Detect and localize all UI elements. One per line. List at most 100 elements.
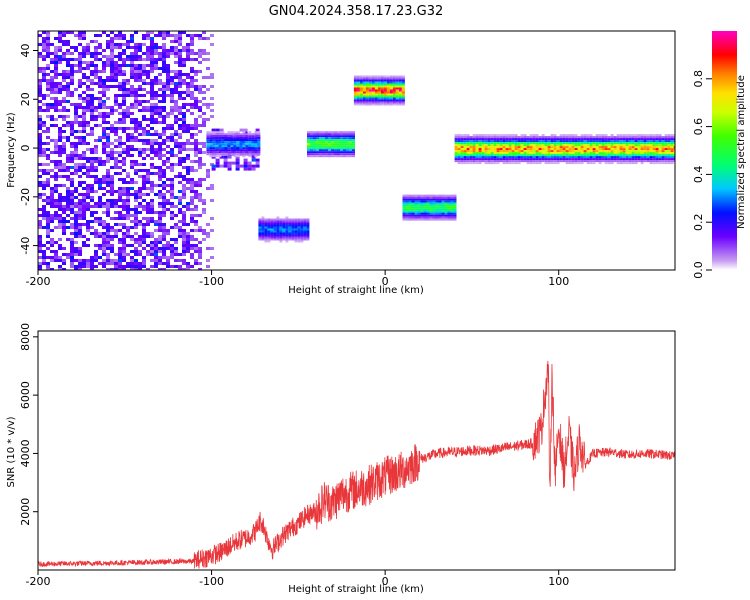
heatmap-cell [50,76,54,79]
heatmap-cell [664,160,668,163]
heatmap-cell [186,49,190,52]
heatmap-cell [568,160,572,163]
heatmap-cell [233,133,237,136]
heatmap-cell [257,151,261,154]
heatmap-cell [42,250,46,253]
heatmap-cell [170,106,174,109]
heatmap-cell [194,259,198,262]
heatmap-cell [580,154,584,157]
heatmap-cell [58,217,62,220]
heatmap-cell [565,134,569,137]
heatmap-cell [502,162,506,165]
heatmap-cell [178,199,182,202]
heatmap-cell [429,216,433,219]
heatmap-cell [221,137,225,140]
heatmap-cell [481,144,485,147]
heatmap-cell [247,167,252,171]
heatmap-cell [170,190,174,193]
heatmap-cell [102,148,106,151]
heatmap-cell [380,91,384,94]
heatmap-cell [251,135,255,138]
heatmap-cell [380,89,384,92]
heatmap-cell [110,226,114,229]
heatmap-cell [122,73,126,76]
heatmap-cell [114,232,118,235]
heatmap-cell [154,76,158,79]
heatmap-cell [118,88,122,91]
heatmap-cell [78,97,82,100]
heatmap-cell [356,93,360,96]
heatmap-cell [453,218,457,221]
heatmap-cell [206,259,210,262]
heatmap-cell [178,172,182,175]
heatmap-cell [475,152,479,155]
heatmap-cell [398,91,402,94]
heatmap-cell [526,144,530,147]
heatmap-cell [553,138,557,141]
heatmap-cell [273,234,277,237]
heatmap-cell [526,140,530,143]
heatmap-cell [499,152,503,155]
heatmap-cell [604,154,608,157]
heatmap-cell [78,250,82,253]
heatmap-cell [122,238,126,241]
heatmap-cell [475,154,479,157]
heatmap-cell [291,238,295,241]
heatmap-cell [435,212,439,215]
heatmap-cell [126,226,130,229]
heatmap-cell [429,218,433,221]
heatmap-cell [190,190,194,193]
heatmap-cell [90,88,94,91]
heatmap-cell [158,175,162,178]
heatmap-cell [70,253,74,256]
heatmap-cell [230,149,234,152]
heatmap-cell [619,136,623,139]
heatmap-cell [134,232,138,235]
heatmap-cell [646,156,650,159]
heatmap-cell [444,194,448,197]
heatmap-cell [74,166,78,169]
heatmap-cell [454,146,458,149]
heatmap-cell [568,140,572,143]
heatmap-cell [334,147,337,150]
heatmap-cell [212,147,216,150]
heatmap-cell [658,138,662,141]
heatmap-cell [178,61,182,64]
heatmap-cell [514,144,518,147]
heatmap-cell [529,158,533,161]
heatmap-cell [331,145,334,148]
heatmap-cell [438,198,442,201]
heatmap-cell [577,138,581,141]
heatmap-cell [227,151,231,154]
heatmap-cell [631,154,635,157]
heatmap-cell [182,190,186,193]
heatmap-cell [230,145,234,148]
heatmap-cell [291,222,295,225]
heatmap-cell [150,163,154,166]
heatmap-cell [198,214,202,217]
heatmap-cell [625,160,629,163]
heatmap-cell [517,162,521,165]
heatmap-cell [242,137,246,140]
heatmap-cell [221,141,225,144]
heatmap-cell [374,77,378,80]
heatmap-cell [130,139,134,142]
heatmap-cell [288,224,292,227]
x-tick-label: 0 [382,575,389,588]
heatmap-cell [362,85,366,88]
heatmap-cell [553,148,557,151]
heatmap-cell [285,238,289,241]
heatmap-cell [553,134,557,137]
heatmap-cell [170,34,174,37]
heatmap-cell [432,210,436,213]
heatmap-cell [420,200,424,203]
heatmap-cell [138,193,142,196]
heatmap-cell [411,212,415,215]
heatmap-cell [526,146,530,149]
heatmap-cell [511,138,515,141]
heatmap-cell [138,124,142,127]
heatmap-cell [610,146,614,149]
heatmap-cell [316,139,319,142]
heatmap-cell [78,94,82,97]
heatmap-cell [194,52,198,55]
